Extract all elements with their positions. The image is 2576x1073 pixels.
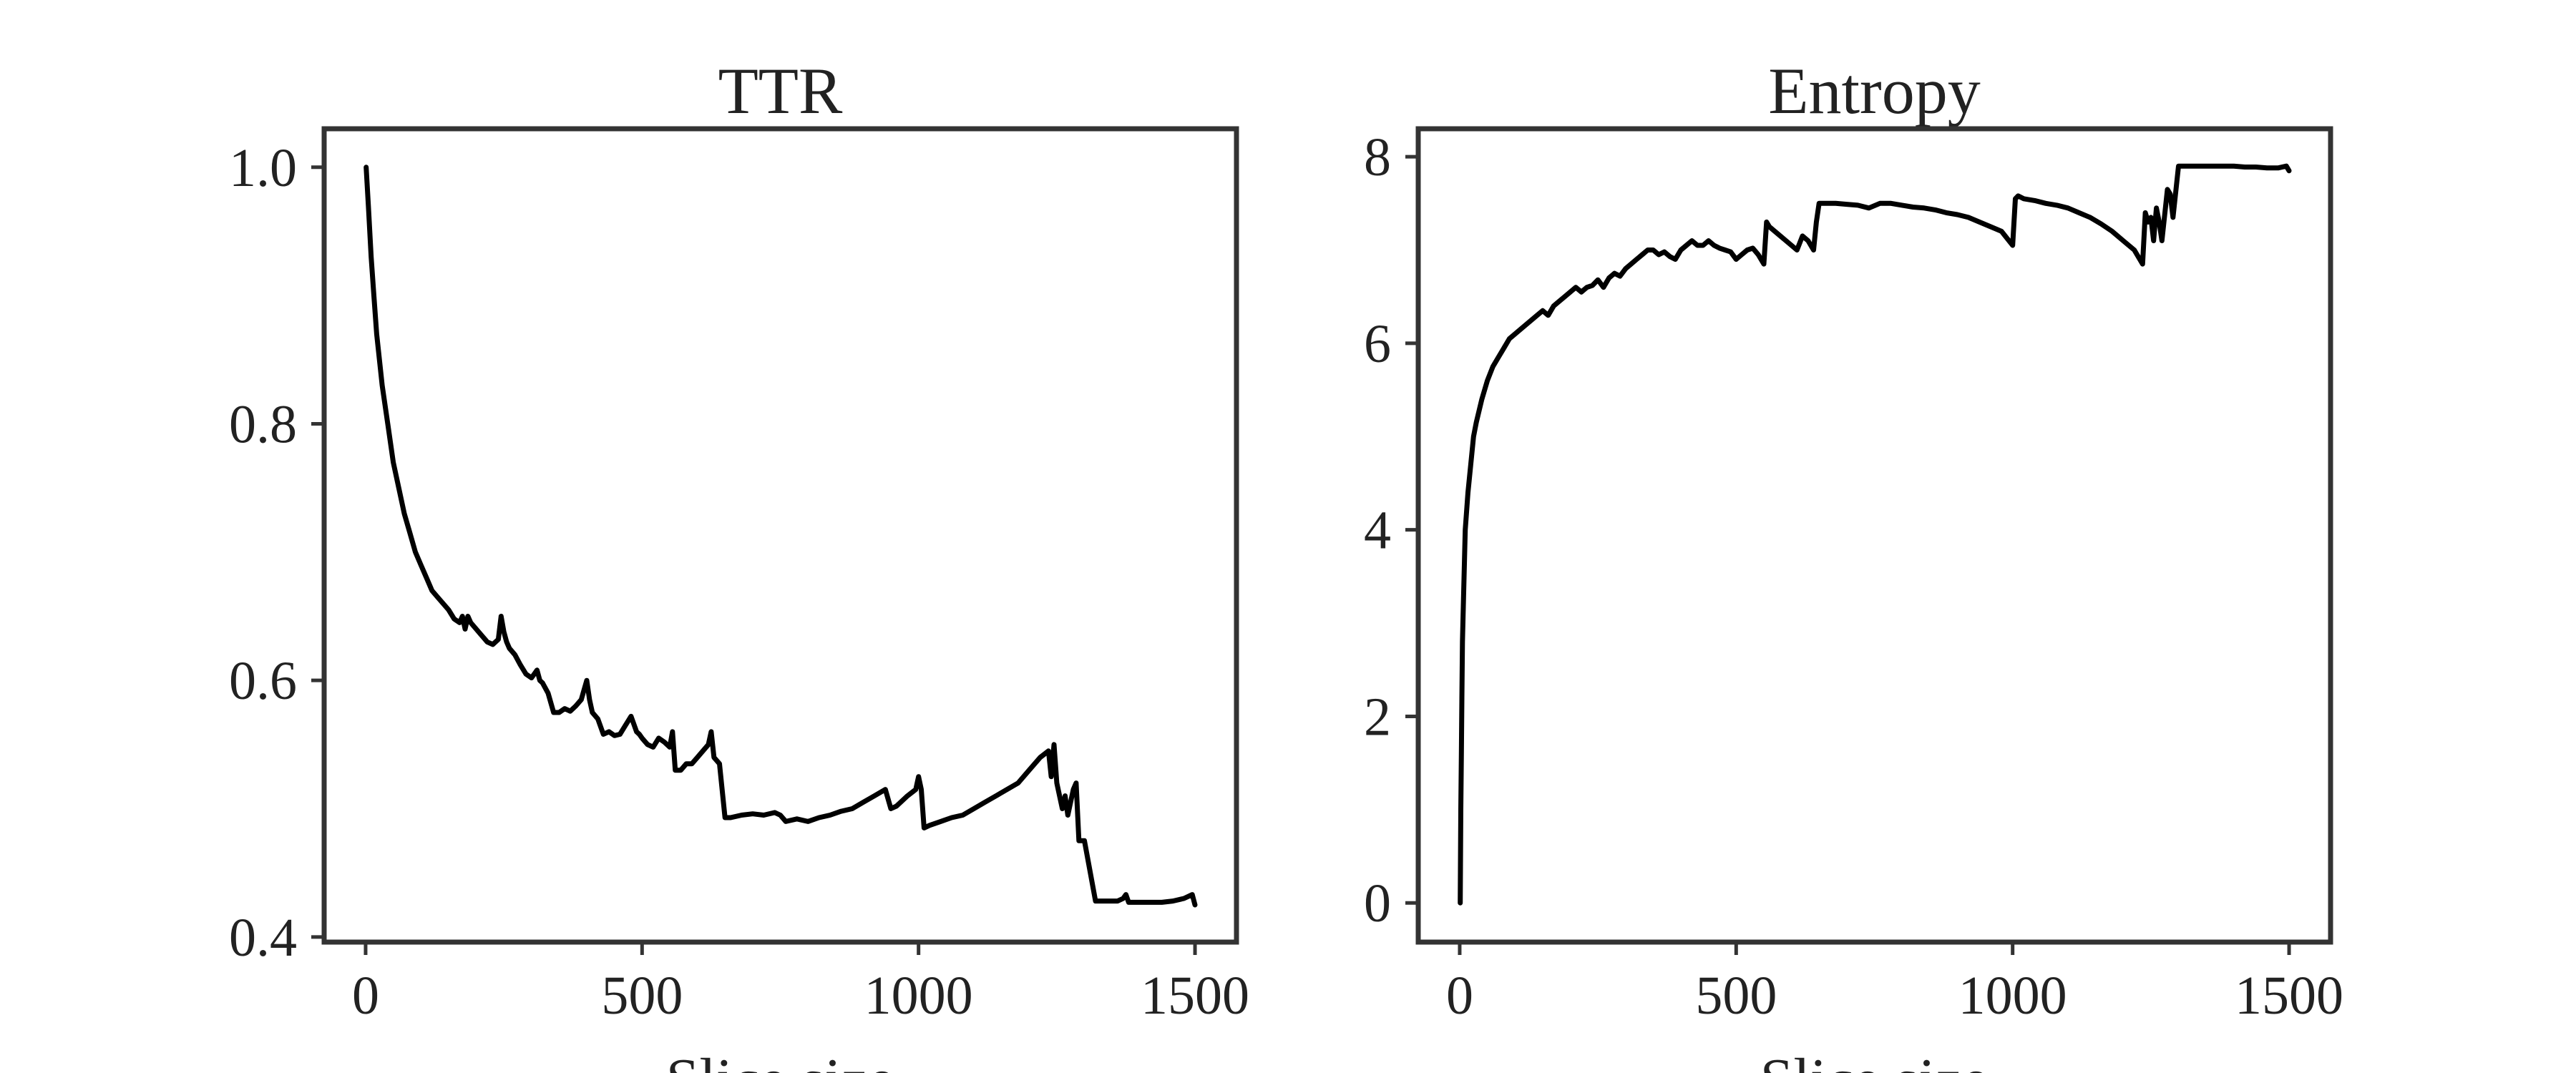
series-line-ttr bbox=[364, 165, 1198, 908]
x-tick-label: 1500 bbox=[1141, 966, 1249, 1026]
x-axis: 0 500 1000 1500 bbox=[352, 942, 1249, 1026]
y-tick-label: 0.4 bbox=[229, 908, 297, 968]
x-axis-label: Slice size bbox=[666, 1047, 895, 1073]
x-tick-label: 500 bbox=[601, 966, 683, 1026]
y-tick-label: 4 bbox=[1364, 501, 1391, 561]
x-axis: 0 500 1000 1500 bbox=[1446, 942, 2343, 1026]
x-tick-label: 0 bbox=[352, 966, 379, 1026]
x-tick-label: 1500 bbox=[2235, 966, 2343, 1026]
x-axis-label: Slice size bbox=[1760, 1047, 1989, 1073]
series-line-entropy bbox=[1458, 163, 2292, 906]
plot-frame bbox=[321, 126, 1239, 945]
x-tick-label: 1000 bbox=[1958, 966, 2067, 1026]
x-tick-label: 1000 bbox=[864, 966, 973, 1026]
y-tick-label: 6 bbox=[1364, 314, 1391, 374]
y-tick-label: 2 bbox=[1364, 687, 1391, 747]
plot-frame bbox=[1415, 126, 2333, 945]
x-tick-label: 0 bbox=[1446, 966, 1473, 1026]
y-tick-label: 0 bbox=[1364, 873, 1391, 934]
x-tick-label: 500 bbox=[1695, 966, 1777, 1026]
chart-panel-ttr: TTR 0 500 1000 1500 0.4 0.6 0.8 1.0 Slice size bbox=[229, 54, 1249, 1073]
chart-title: TTR bbox=[718, 54, 843, 127]
y-axis: 0.4 0.6 0.8 1.0 bbox=[229, 138, 324, 968]
chart-title: Entropy bbox=[1768, 54, 1980, 127]
y-tick-label: 0.6 bbox=[229, 651, 297, 711]
y-tick-label: 1.0 bbox=[229, 138, 297, 198]
y-tick-label: 0.8 bbox=[229, 394, 297, 454]
chart-panel-entropy: Entropy 0 500 1000 1500 0 2 4 6 8 Slice size bbox=[1364, 54, 2343, 1073]
y-axis: 0 2 4 6 8 bbox=[1364, 127, 1418, 934]
y-tick-label: 8 bbox=[1364, 127, 1391, 187]
